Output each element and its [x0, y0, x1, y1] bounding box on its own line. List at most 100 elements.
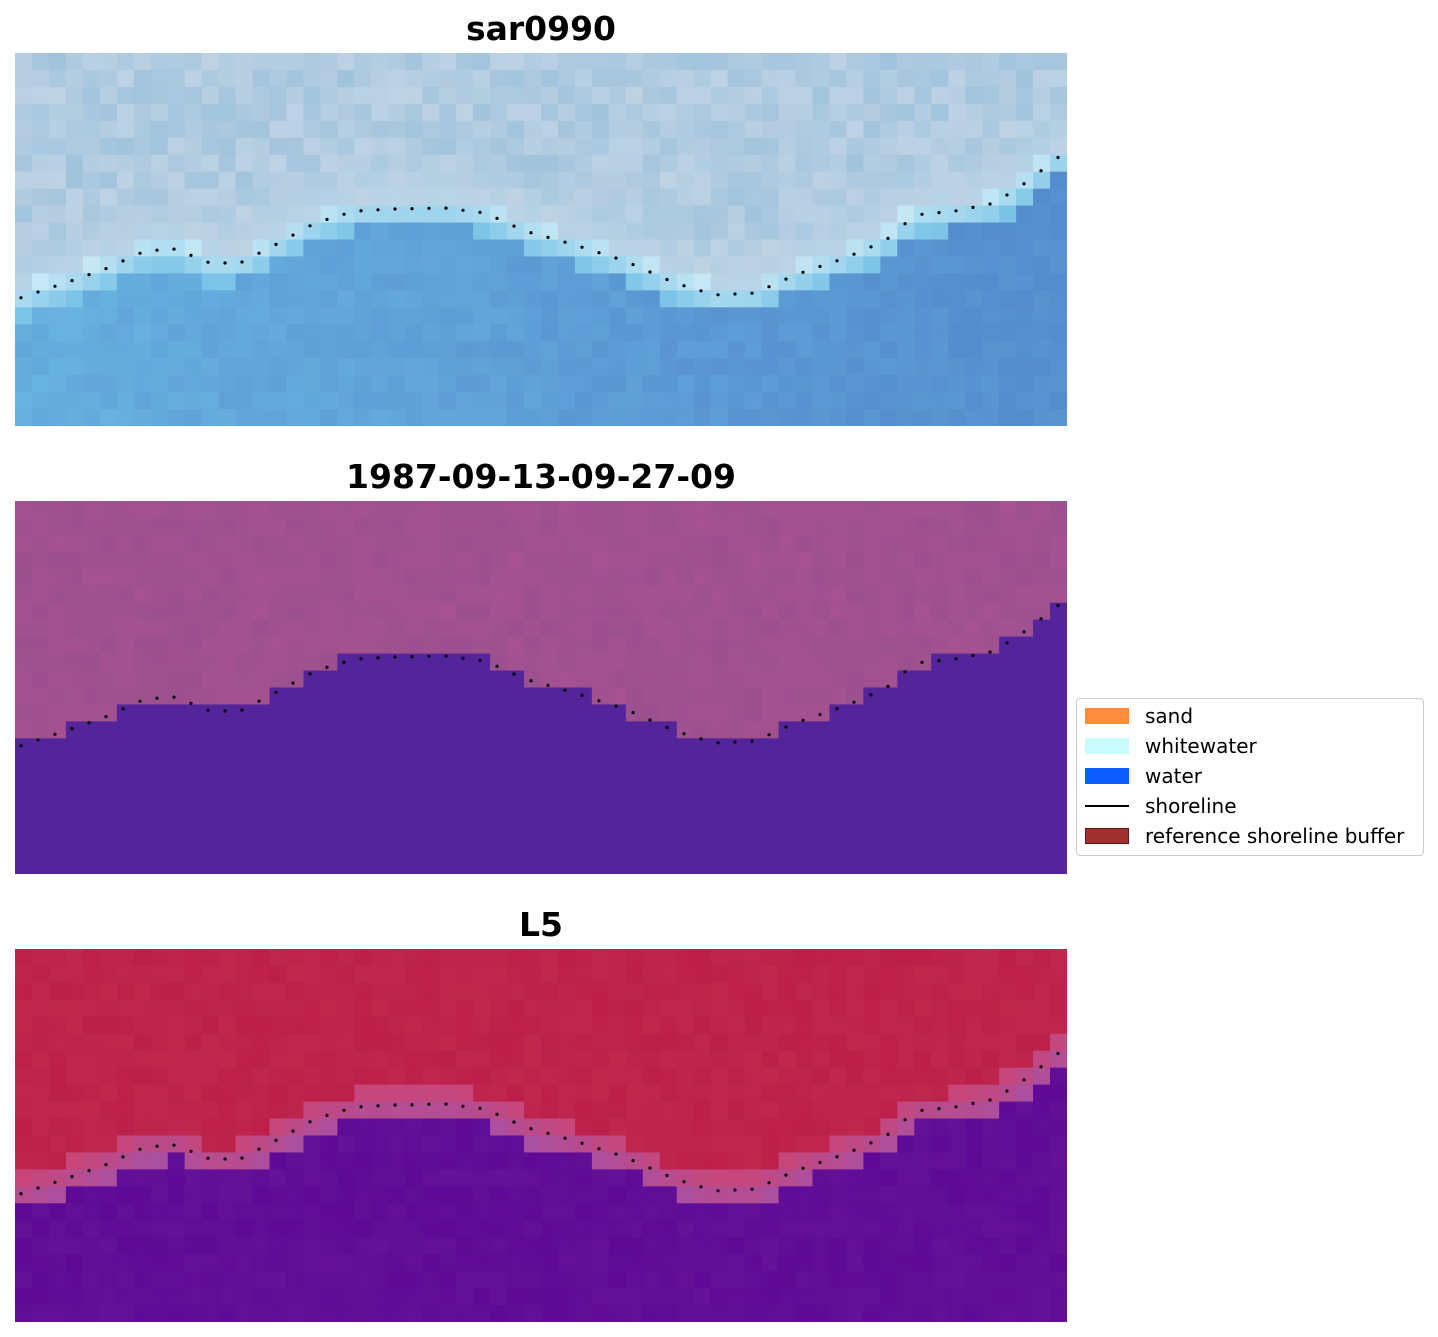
pixel [591, 358, 610, 376]
pixel [286, 772, 305, 790]
pixel [591, 1016, 610, 1035]
pixel [812, 1271, 831, 1289]
pixel [371, 53, 389, 71]
pixel [218, 290, 237, 308]
pixel [439, 999, 457, 1018]
pixel [388, 568, 406, 587]
pixel [693, 324, 712, 342]
pixel [812, 256, 831, 274]
pixel [625, 53, 644, 71]
pixel [269, 1033, 288, 1052]
pixel [693, 602, 712, 621]
pixel [15, 1016, 33, 1035]
pixel [574, 307, 593, 325]
pixel [778, 982, 797, 1001]
pixel [201, 1254, 220, 1272]
pixel [880, 1305, 898, 1322]
pixel [897, 341, 915, 359]
pixel [507, 358, 525, 376]
pixel [914, 806, 932, 824]
pixel [320, 704, 338, 722]
pixel [795, 965, 814, 984]
pixel [473, 1220, 491, 1238]
pixel [999, 965, 1017, 984]
pixel [184, 772, 203, 790]
pixel [65, 324, 84, 342]
pixel [405, 324, 423, 342]
pixel [48, 1254, 67, 1272]
pixel [1033, 517, 1051, 536]
pixel [931, 823, 949, 841]
pixel [1050, 653, 1067, 672]
pixel [422, 375, 440, 393]
pixel [948, 602, 966, 621]
pixel [710, 341, 729, 359]
pixel [1050, 103, 1067, 122]
pixel [1016, 307, 1034, 325]
pixel [574, 137, 593, 156]
shoreline-point [903, 1118, 907, 1122]
pixel [999, 999, 1017, 1018]
pixel [795, 1050, 814, 1069]
pixel [388, 1135, 406, 1154]
pixel [507, 755, 525, 773]
pixel [286, 789, 305, 807]
pixel [388, 1237, 406, 1255]
pixel [914, 534, 932, 553]
pixel [608, 256, 627, 274]
pixel [557, 949, 576, 967]
pixel [422, 69, 440, 88]
pixel [507, 999, 525, 1018]
pixel [812, 341, 831, 359]
pixel [48, 704, 67, 722]
pixel [659, 965, 678, 984]
pixel [1033, 585, 1051, 604]
pixel [337, 375, 355, 393]
pixel [405, 965, 423, 984]
pixel [795, 290, 814, 308]
shoreline-point [699, 737, 703, 741]
pixel [456, 1118, 474, 1137]
pixel [48, 501, 67, 519]
pixel [693, 823, 712, 841]
pixel [1016, 69, 1034, 88]
pixel [473, 358, 491, 376]
pixel [795, 670, 814, 689]
pixel [320, 1135, 338, 1154]
pixel [744, 137, 763, 156]
shoreline-point [495, 664, 499, 668]
pixel [320, 188, 338, 207]
pixel [676, 517, 695, 536]
pixel [31, 721, 50, 739]
pixel [507, 1101, 525, 1120]
pixel [1016, 999, 1034, 1018]
pixel [490, 755, 508, 773]
pixel [422, 501, 440, 519]
pixel [880, 721, 898, 739]
pixel [897, 653, 915, 672]
pixel [1016, 568, 1034, 587]
pixel [778, 1288, 797, 1306]
pixel [184, 806, 203, 824]
pixel [1016, 256, 1034, 274]
pixel [710, 120, 729, 139]
pixel [727, 965, 746, 984]
pixel [218, 256, 237, 274]
pixel [829, 551, 848, 570]
shoreline-point [240, 1156, 244, 1160]
pixel [693, 857, 712, 874]
pixel [31, 602, 50, 621]
pixel [880, 1186, 898, 1204]
pixel [269, 1288, 288, 1306]
pixel [931, 358, 949, 376]
pixel [795, 721, 814, 739]
pixel [795, 392, 814, 410]
pixel [133, 1254, 152, 1272]
pixel [252, 1254, 271, 1272]
pixel [371, 1203, 389, 1221]
pixel [218, 857, 237, 874]
pixel [965, 568, 983, 587]
pixel [880, 755, 898, 773]
pixel [710, 704, 729, 722]
pixel [133, 1288, 152, 1306]
